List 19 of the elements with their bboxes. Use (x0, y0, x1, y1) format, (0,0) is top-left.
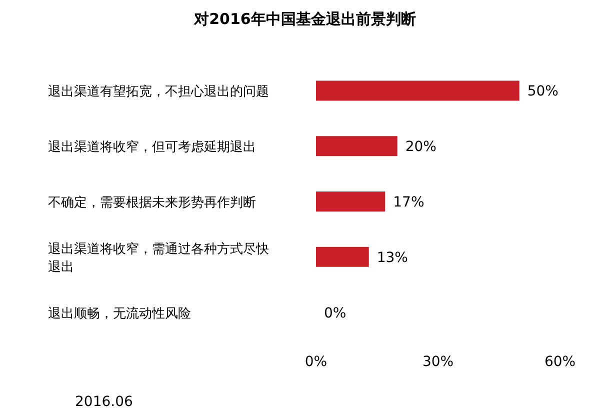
y-tick-label: 不确定，需要根据未来形势再作判断 (48, 196, 256, 210)
x-tick-label: 60% (544, 354, 576, 370)
x-tick-label: 0% (304, 354, 328, 370)
data-label: 50% (527, 84, 558, 100)
data-label: 17% (393, 194, 424, 210)
bar (316, 192, 386, 212)
chart-title: 对2016年中国基金退出前景判断 (193, 10, 416, 28)
x-tick-label: 30% (422, 354, 454, 370)
y-tick-label: 退出顺畅，无流动性风险 (48, 305, 191, 322)
y-tick-label: 退出渠道有望拓宽，不担心退出的问题 (48, 84, 269, 100)
y-tick-label: 退出渠道将收窄，但可考虑延期退出 (48, 140, 256, 156)
bar (316, 136, 398, 156)
bar (316, 80, 520, 101)
data-label: 13% (376, 250, 408, 266)
data-label: 20% (405, 139, 436, 156)
y-tick-label: 退出渠道将收窄，需通过各种方式尽快退出 (48, 240, 269, 275)
text: 2016.06 (75, 394, 133, 410)
bar (316, 246, 369, 267)
data-label: 0% (324, 305, 346, 322)
